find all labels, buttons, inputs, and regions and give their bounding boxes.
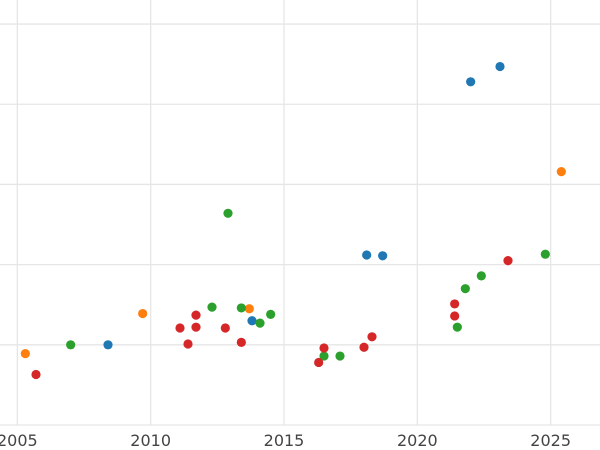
data-point [266,309,276,319]
data-point [66,340,76,350]
data-point [476,271,486,281]
data-point [556,167,566,177]
data-point [319,343,329,353]
x-tick-label: 2025 [530,431,571,450]
y-gridlines [0,23,600,426]
data-point [314,357,324,368]
data-point [138,308,148,319]
data-point [466,77,476,87]
data-point [450,311,460,321]
x-tick-labels: 2005 2010 2015 2020 2025 [0,431,571,450]
data-point [359,342,369,352]
x-tick-label: 2020 [397,431,438,450]
data-point [335,351,345,361]
x-tick-label: 2005 [0,431,38,450]
data-point [207,302,217,312]
data-point [255,318,265,328]
data-point [103,340,113,350]
data-point [223,208,233,218]
data-point [450,299,460,309]
data-point [319,351,329,361]
x-tick-label: 2015 [264,431,305,450]
data-point [20,349,30,359]
data-point [244,304,254,314]
data-point [495,61,505,72]
data-point [220,323,230,333]
data-point [362,250,372,260]
data-point [247,316,257,326]
data-point [452,322,462,332]
data-point [31,369,41,380]
data-point [460,284,470,294]
data-point [191,322,201,332]
data-point [191,310,201,320]
data-point [378,251,388,261]
data-point [540,249,550,259]
data-point [236,337,246,348]
data-point [503,256,513,266]
data-point [183,339,193,349]
x-gridlines [16,0,552,425]
x-tick-label: 2010 [130,431,171,450]
data-point [367,332,377,342]
data-points [20,61,566,380]
data-point [236,303,246,313]
data-point [175,323,185,333]
